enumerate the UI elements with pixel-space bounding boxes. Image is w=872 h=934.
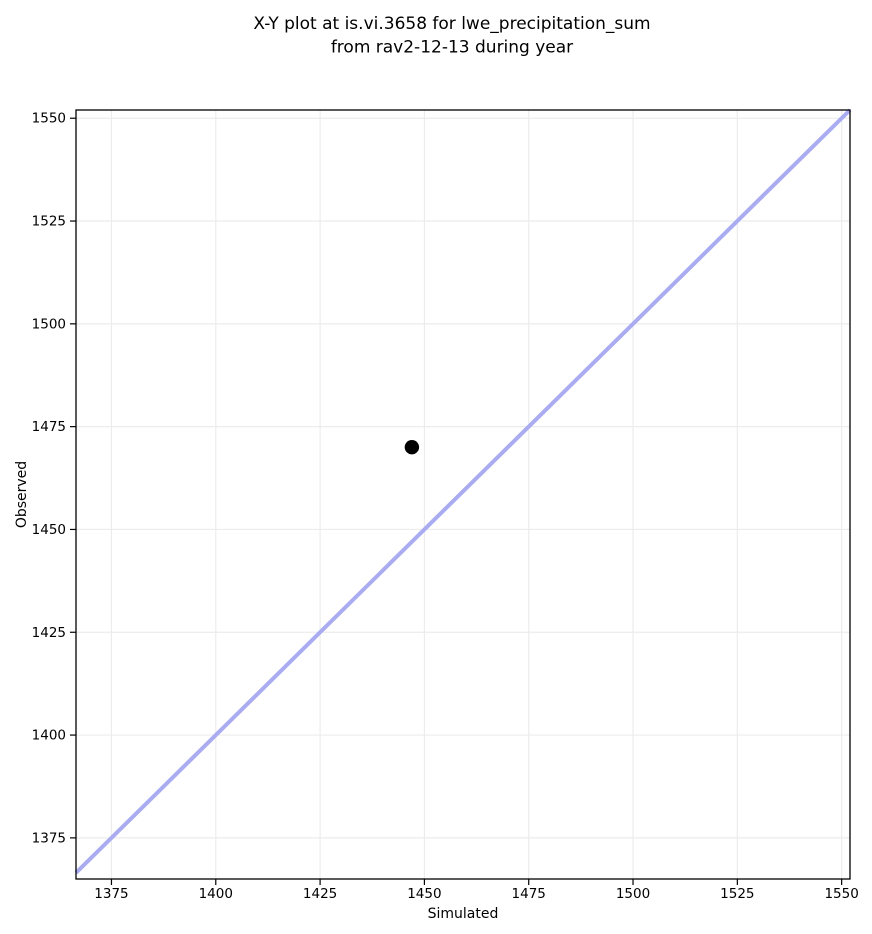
y-tick-label: 1500 <box>32 316 66 332</box>
chart-title-line: X-Y plot at is.vi.3658 for lwe_precipita… <box>253 14 650 34</box>
x-axis-label: Simulated <box>428 906 499 922</box>
x-tick-label: 1550 <box>824 886 858 902</box>
y-axis-label: Observed <box>14 461 30 528</box>
y-tick-label: 1375 <box>32 830 66 846</box>
x-tick-label: 1375 <box>94 886 128 902</box>
x-tick-label: 1500 <box>616 886 650 902</box>
plot-border <box>75 109 851 880</box>
identity-line <box>74 108 852 875</box>
data-point <box>404 440 420 455</box>
x-tick-label: 1475 <box>512 886 546 902</box>
chart-title-line: from rav2-12-13 during year <box>331 38 573 58</box>
y-tick-label: 1550 <box>32 111 66 127</box>
y-tick-label: 1525 <box>32 214 66 230</box>
x-tick-label: 1525 <box>720 886 754 902</box>
y-tick-label: 1450 <box>32 522 66 538</box>
x-tick-label: 1425 <box>303 886 337 902</box>
x-tick-label: 1450 <box>407 886 441 902</box>
y-tick-label: 1400 <box>32 728 66 744</box>
y-tick-label: 1475 <box>32 419 66 435</box>
x-tick-label: 1400 <box>199 886 233 902</box>
y-tick-label: 1425 <box>32 625 66 641</box>
